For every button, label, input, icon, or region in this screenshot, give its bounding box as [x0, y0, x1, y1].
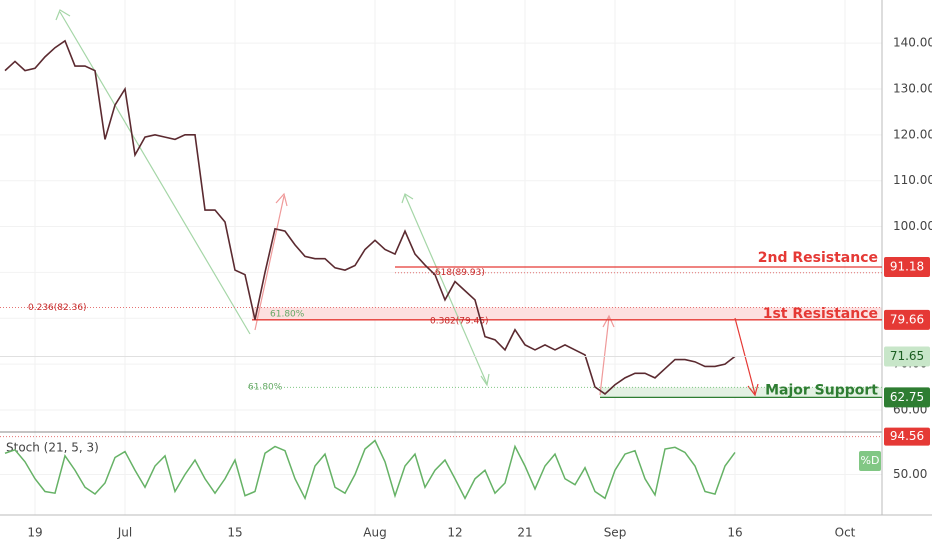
x-tick-label: 19: [27, 526, 42, 540]
stoch-legend-box: [859, 451, 881, 471]
stoch-legend: %D: [861, 454, 880, 467]
arrow-head: [480, 373, 490, 387]
resistance-zone: [252, 307, 882, 320]
arrow-head: [602, 314, 615, 328]
arrow: [59, 11, 251, 335]
x-tick-label: 12: [447, 526, 462, 540]
level-label: 1st Resistance: [763, 306, 878, 322]
fib-label: .618(89.93): [432, 268, 485, 278]
price-tag-label: 94.56: [890, 429, 924, 443]
x-tick-label: 21: [517, 526, 532, 540]
y-tick-label: 130.00: [893, 81, 932, 95]
price-tag-label: 79.66: [890, 312, 924, 326]
price-tag: [884, 387, 930, 408]
arrow-head: [401, 193, 414, 204]
arrow-head: [55, 9, 71, 21]
x-tick-label: Aug: [363, 526, 386, 540]
level-label: 2nd Resistance: [758, 250, 878, 266]
arrow-head: [275, 192, 288, 207]
price-tag: [884, 309, 930, 330]
y2-tick-label: 50.00: [893, 467, 927, 481]
fib-label: 61.80%: [248, 383, 283, 393]
arrows: [55, 9, 759, 397]
price-tag-label: 62.75: [890, 390, 924, 404]
fib-label: 0.382(79.45): [430, 316, 489, 326]
price-tag-label: 91.18: [890, 259, 924, 273]
arrow: [254, 195, 285, 331]
arrow: [404, 194, 488, 385]
level-label: Major Support: [765, 382, 878, 398]
x-tick-label: 15: [227, 526, 242, 540]
x-tick-label: Sep: [604, 526, 627, 540]
price-tag-label: 71.65: [890, 349, 924, 363]
arrow: [734, 317, 756, 395]
x-tick-label: Jul: [117, 526, 132, 540]
y-tick-label: 120.00: [893, 127, 932, 141]
y-tick-label: 100.00: [893, 219, 932, 233]
y-tick-label: 140.00: [893, 36, 932, 50]
arrow: [599, 316, 610, 396]
support-zone: [600, 387, 882, 398]
price-tag: [884, 427, 930, 446]
fib-label: 61.80%: [270, 310, 305, 320]
price-tag: [884, 256, 930, 277]
fib-label: 0.236(82.36): [28, 303, 87, 313]
arrow-head: [747, 383, 759, 397]
stoch-title: Stoch (21, 5, 3): [6, 441, 99, 455]
y-tick-label: 110.00: [893, 173, 932, 187]
x-tick-label: Oct: [835, 526, 856, 540]
stoch-line: [4, 439, 736, 501]
price-tag: [884, 346, 930, 367]
x-tick-label: 16: [727, 526, 742, 540]
price-line: [4, 39, 736, 395]
